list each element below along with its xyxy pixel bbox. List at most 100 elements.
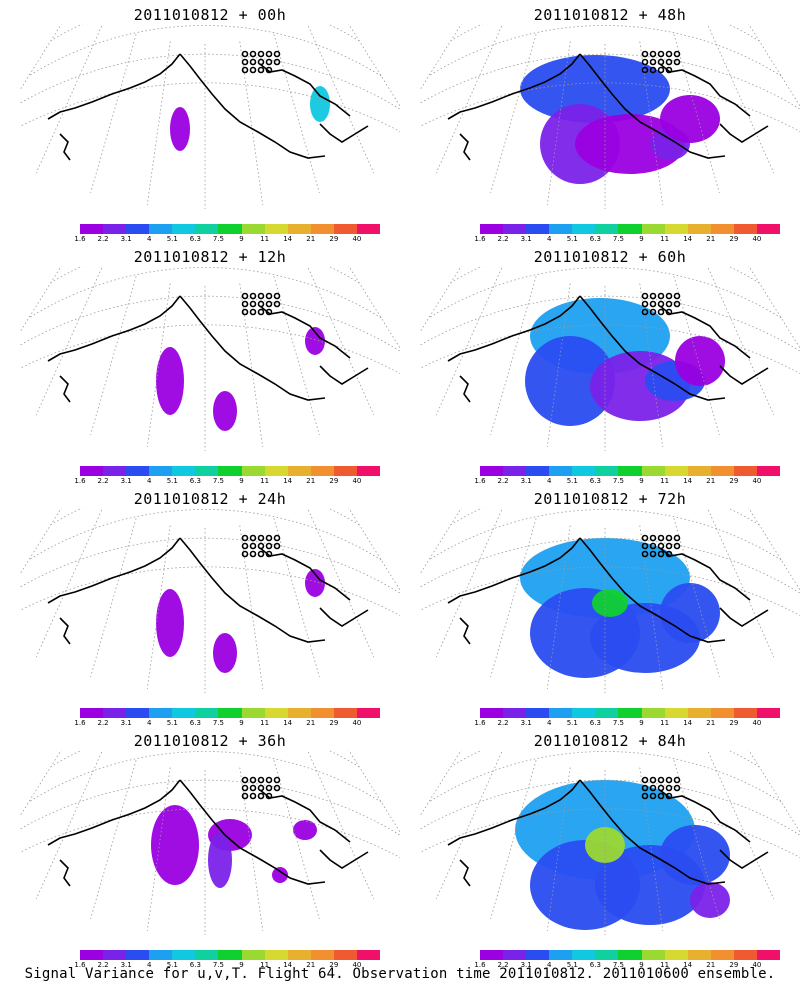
colorbar [480, 466, 781, 478]
colorbar-label: 9 [639, 477, 644, 485]
colorbar-label: 21 [306, 719, 316, 727]
colorbar-swatch [356, 950, 381, 960]
colorbar-swatch [287, 466, 311, 476]
colorbar-label: 29 [329, 235, 339, 243]
colorbar-swatch [687, 708, 711, 718]
colorbar-label: 11 [260, 235, 270, 243]
colorbar-label: 14 [283, 477, 293, 485]
colorbar-label: 5.1 [566, 235, 578, 243]
colorbar-label: 21 [706, 235, 716, 243]
colorbar-swatch [595, 224, 619, 234]
colorbar-swatch [687, 224, 711, 234]
colorbar-label: 9 [239, 235, 244, 243]
variance-region [592, 589, 628, 617]
colorbar-swatch [126, 466, 150, 476]
panel-title: 2011010812 + 48h [533, 6, 687, 24]
colorbar-label: 21 [306, 961, 316, 969]
colorbar-swatch [103, 224, 127, 234]
colorbar-label: 1.6 [474, 719, 486, 727]
variance-region [660, 95, 720, 143]
colorbar-label: 6.3 [589, 235, 601, 243]
colorbar-label: 4 [546, 961, 552, 969]
colorbar-label: 7.5 [212, 719, 225, 727]
colorbar-label: 2.2 [497, 961, 509, 969]
colorbar-label: 40 [752, 719, 762, 727]
coastline [47, 50, 369, 161]
colorbar-label: 9 [639, 235, 644, 243]
colorbar-label: 4 [146, 235, 152, 243]
colorbar-swatch [80, 466, 104, 476]
colorbar-label: 5.1 [166, 235, 178, 243]
variance-region [208, 832, 232, 888]
colorbar-swatch [287, 224, 311, 234]
colorbar-label: 3.1 [520, 961, 532, 969]
colorbar-label: 11 [260, 477, 270, 485]
colorbar-swatch [549, 466, 573, 476]
colorbar-label: 3.1 [520, 477, 532, 485]
colorbar-swatch [733, 224, 757, 234]
colorbar-label: 29 [329, 719, 339, 727]
variance-region [151, 805, 199, 885]
colorbar-swatch [503, 950, 527, 960]
colorbar-label: 11 [660, 719, 670, 727]
graticule [20, 266, 400, 451]
colorbar-label: 40 [752, 961, 762, 969]
colorbar-swatch [572, 466, 596, 476]
coastline [47, 776, 369, 887]
colorbar-swatch [756, 950, 781, 960]
colorbar-label: 4 [146, 961, 152, 969]
colorbar-swatch [526, 466, 550, 476]
colorbar-swatch [618, 466, 642, 476]
colorbar-swatch [264, 708, 288, 718]
colorbar-label: 40 [352, 477, 362, 485]
colorbar-swatch [356, 708, 381, 718]
colorbar-swatch [195, 466, 219, 476]
forecast-panel: 2011010812 + 60h 1.6 2.2 3.1 4 5.1 6.3 7.5 9 11 14… [420, 244, 800, 485]
colorbar-label: 2.2 [497, 477, 509, 485]
colorbar-label: 5.1 [166, 477, 178, 485]
colorbar-swatch [526, 950, 550, 960]
colorbar-label: 11 [660, 235, 670, 243]
colorbar-swatch [149, 950, 173, 960]
panel-title: 2011010812 + 24h [133, 490, 287, 508]
colorbar-label: 7.5 [612, 235, 625, 243]
colorbar-label: 7.5 [612, 477, 625, 485]
forecast-panel: 2011010812 + 48h 1.6 2.2 3.1 4 5.1 6.3 7.5 9 11 14… [420, 2, 800, 245]
polar-map [20, 750, 400, 935]
colorbar-swatch [480, 224, 504, 234]
polar-map [420, 24, 800, 209]
colorbar [480, 224, 781, 236]
colorbar-label: 2.2 [97, 719, 109, 727]
colorbar-labels: 1.6 2.2 3.1 4 5.1 6.3 7.5 9 11 14 21 29 40 [74, 477, 380, 487]
colorbar-swatch [126, 224, 150, 234]
colorbar-swatch [333, 224, 357, 234]
colorbar-label: 5.1 [566, 719, 578, 727]
colorbar-swatch [103, 708, 127, 718]
colorbar-label: 9 [239, 719, 244, 727]
colorbar-swatch [733, 950, 757, 960]
colorbar-swatch [264, 466, 288, 476]
colorbar-label: 4 [546, 477, 552, 485]
forecast-panel: 2011010812 + 72h 1.6 2.2 3.1 4 5.1 6.3 7.5 9 11 14… [420, 486, 800, 727]
colorbar-label: 40 [352, 235, 362, 243]
colorbar-swatch [264, 224, 288, 234]
colorbar-swatch [641, 466, 665, 476]
colorbar-labels: 1.6 2.2 3.1 4 5.1 6.3 7.5 9 11 14 21 29 40 [474, 235, 780, 245]
colorbar-swatch [526, 224, 550, 234]
forecast-panel: 2011010812 + 00h 1.6 2.2 3.1 4 5.1 6.3 7.5 9 11 14… [20, 2, 400, 243]
colorbar-swatch [595, 950, 619, 960]
colorbar-label: 14 [683, 961, 693, 969]
colorbar-swatch [503, 708, 527, 718]
colorbar-swatch [664, 466, 688, 476]
panel-title: 2011010812 + 72h [533, 490, 687, 508]
polar-map [20, 508, 400, 693]
colorbar-label: 3.1 [120, 235, 132, 243]
colorbar-swatch [503, 466, 527, 476]
variance-region [660, 583, 720, 643]
colorbar-label: 11 [660, 477, 670, 485]
colorbar-label: 1.6 [74, 477, 86, 485]
polar-map [420, 266, 800, 451]
colorbar-swatch [572, 224, 596, 234]
colorbar-label: 4 [146, 477, 152, 485]
coastline [447, 534, 769, 645]
